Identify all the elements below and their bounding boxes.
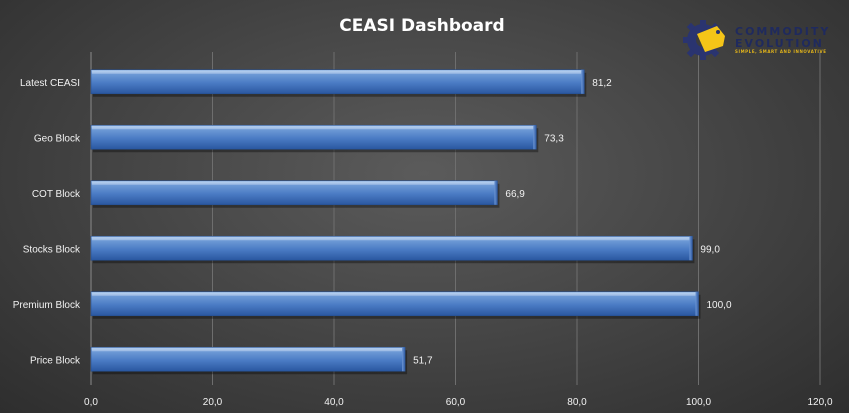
bar-highlight [92, 237, 690, 241]
bar [90, 235, 693, 261]
logo-tagline: SIMPLE, SMART AND INNOVATIVE [735, 49, 827, 54]
data-label: 100,0 [707, 300, 732, 311]
x-tick-label: 20,0 [203, 397, 223, 408]
labels: 0,0 20,0 40,0 60,0 80,0 100,0 120,0 Latest CEAS… [13, 78, 833, 408]
category-label: Latest CEASI [20, 78, 80, 89]
data-label: 51,7 [413, 355, 433, 366]
bar-end-cap [494, 180, 498, 205]
logo-line1: COMMODITY [735, 25, 830, 38]
bar [90, 346, 406, 372]
bar-highlight [92, 126, 534, 130]
category-label: Price Block [30, 355, 81, 366]
bar-highlight [92, 292, 696, 296]
bar [90, 69, 585, 95]
x-tick-label: 60,0 [446, 397, 466, 408]
x-tick-label: 40,0 [324, 397, 344, 408]
category-label: Stocks Block [23, 244, 81, 255]
category-label: Premium Block [13, 300, 81, 311]
bars [90, 69, 701, 375]
bar [90, 180, 498, 206]
data-label: 99,0 [700, 244, 720, 255]
gear-tag-icon [683, 20, 725, 60]
x-tick-label: 0,0 [84, 397, 98, 408]
x-tick-label: 80,0 [567, 397, 587, 408]
bar [90, 291, 699, 317]
category-label: COT Block [32, 189, 81, 200]
commodity-evolution-logo: COMMODITY EVOLUTION SIMPLE, SMART AND IN… [683, 20, 830, 60]
chart-title: CEASI Dashboard [339, 16, 504, 36]
bar-end-cap [533, 125, 537, 150]
bar-highlight [92, 70, 582, 74]
data-label: 66,9 [505, 189, 525, 200]
x-tick-label: 100,0 [686, 397, 711, 408]
bar-end-cap [695, 291, 699, 316]
data-label: 81,2 [592, 78, 612, 89]
bar-end-cap [689, 236, 693, 261]
logo-line2: EVOLUTION [735, 37, 824, 50]
x-tick-label: 120,0 [807, 397, 832, 408]
gridlines [90, 52, 821, 385]
bar [90, 124, 537, 150]
data-label: 73,3 [544, 133, 564, 144]
bar-end-cap [581, 69, 585, 94]
bar-end-cap [402, 347, 406, 372]
bar-highlight [92, 348, 403, 352]
bar-highlight [92, 181, 495, 185]
category-label: Geo Block [34, 133, 81, 144]
